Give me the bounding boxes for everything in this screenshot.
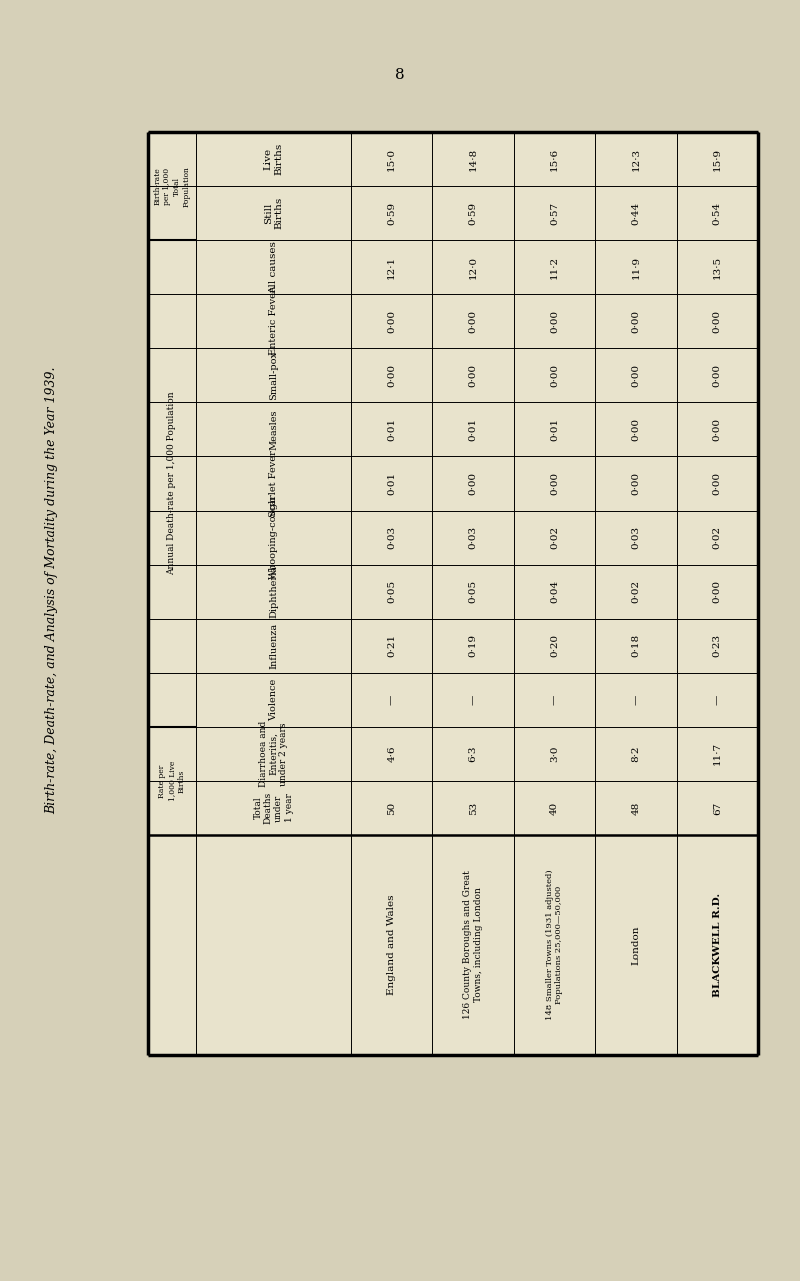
Text: 4·6: 4·6 xyxy=(387,746,396,762)
Text: 0·02: 0·02 xyxy=(713,526,722,550)
Text: 0·01: 0·01 xyxy=(387,471,396,494)
Text: 12·1: 12·1 xyxy=(387,256,396,279)
Text: 0·20: 0·20 xyxy=(550,634,559,657)
Text: Total
Deaths
under
1 year: Total Deaths under 1 year xyxy=(254,792,294,824)
Text: 40: 40 xyxy=(550,802,559,815)
Text: 0·00: 0·00 xyxy=(387,310,396,333)
Text: 0·00: 0·00 xyxy=(631,310,640,333)
Text: 15·6: 15·6 xyxy=(550,147,559,170)
Text: Live
Births: Live Births xyxy=(264,143,283,175)
Text: 0·00: 0·00 xyxy=(713,471,722,494)
Text: 8: 8 xyxy=(395,68,405,82)
Text: 0·01: 0·01 xyxy=(469,418,478,441)
Text: 0·01: 0·01 xyxy=(550,418,559,441)
Text: 0·00: 0·00 xyxy=(713,364,722,387)
Text: 67: 67 xyxy=(713,802,722,815)
Text: Violence: Violence xyxy=(269,679,278,721)
Text: —: — xyxy=(469,694,478,705)
Text: 0·23: 0·23 xyxy=(713,634,722,657)
Text: 0·57: 0·57 xyxy=(550,201,559,224)
Text: 0·18: 0·18 xyxy=(631,634,640,657)
Text: Diphtheria: Diphtheria xyxy=(269,565,278,619)
Text: 0·00: 0·00 xyxy=(631,364,640,387)
Text: 48: 48 xyxy=(631,802,640,815)
Text: BLACKWELL R.D.: BLACKWELL R.D. xyxy=(713,893,722,997)
Text: 11·2: 11·2 xyxy=(550,256,559,279)
Text: 0·03: 0·03 xyxy=(631,526,640,550)
Text: 12·0: 12·0 xyxy=(469,256,478,279)
Text: Annual Death-rate per 1,000 Population: Annual Death-rate per 1,000 Population xyxy=(167,392,177,575)
Text: 12·3: 12·3 xyxy=(631,147,640,170)
Text: 50: 50 xyxy=(387,802,396,815)
Text: 0·01: 0·01 xyxy=(387,418,396,441)
Text: 15·0: 15·0 xyxy=(387,147,396,170)
Text: Enteric Fever: Enteric Fever xyxy=(269,287,278,355)
Text: —: — xyxy=(631,694,640,705)
Bar xyxy=(148,132,758,1056)
Text: 0·02: 0·02 xyxy=(550,526,559,550)
Text: Still
Births: Still Births xyxy=(264,197,283,229)
Text: Measles: Measles xyxy=(269,409,278,450)
Text: 3·0: 3·0 xyxy=(550,746,559,762)
Text: 0·02: 0·02 xyxy=(631,580,640,603)
Text: 0·00: 0·00 xyxy=(469,310,478,333)
Text: 148 Smaller Towns (1931 adjusted)
Populations 25,000—50,000: 148 Smaller Towns (1931 adjusted) Popula… xyxy=(546,870,563,1020)
Text: 0·21: 0·21 xyxy=(387,634,396,657)
Text: 0·00: 0·00 xyxy=(631,471,640,494)
Text: 0·00: 0·00 xyxy=(713,310,722,333)
Text: 0·00: 0·00 xyxy=(469,364,478,387)
Text: 0·00: 0·00 xyxy=(713,418,722,441)
Text: 0·00: 0·00 xyxy=(550,310,559,333)
Text: 0·03: 0·03 xyxy=(469,526,478,550)
Text: England and Wales: England and Wales xyxy=(387,894,396,995)
Text: 15·9: 15·9 xyxy=(713,147,722,170)
Text: All causes: All causes xyxy=(269,241,278,293)
Text: 0·04: 0·04 xyxy=(550,580,559,603)
Text: 0·03: 0·03 xyxy=(387,526,396,550)
Text: Birth-rate, Death-rate, and Analysis of Mortality during the Year 1939.: Birth-rate, Death-rate, and Analysis of … xyxy=(46,366,58,813)
Text: Rate per
1,000 Live
Births: Rate per 1,000 Live Births xyxy=(158,761,186,801)
Text: 6·3: 6·3 xyxy=(469,746,478,762)
Text: Whooping-cough: Whooping-cough xyxy=(269,496,278,579)
Text: —: — xyxy=(550,694,559,705)
Text: 0·00: 0·00 xyxy=(387,364,396,387)
Text: London: London xyxy=(631,925,640,965)
Text: 11·9: 11·9 xyxy=(631,256,640,279)
Text: Scarlet Fever: Scarlet Fever xyxy=(269,450,278,516)
Text: Influenza: Influenza xyxy=(269,623,278,669)
Text: 126 County Boroughs and Great
Towns, including London: 126 County Boroughs and Great Towns, inc… xyxy=(463,871,483,1020)
Text: 8·2: 8·2 xyxy=(631,746,640,762)
Text: 0·00: 0·00 xyxy=(713,580,722,603)
Text: 13·5: 13·5 xyxy=(713,256,722,279)
Text: 0·00: 0·00 xyxy=(550,364,559,387)
Text: 0·59: 0·59 xyxy=(469,201,478,224)
Text: Birth-rate
per 1,000
Total
Population: Birth-rate per 1,000 Total Population xyxy=(154,165,190,206)
Text: 0·44: 0·44 xyxy=(631,201,640,224)
Text: 11·7: 11·7 xyxy=(713,742,722,766)
Text: Small-pox: Small-pox xyxy=(269,351,278,400)
Text: 0·00: 0·00 xyxy=(631,418,640,441)
Text: Diarrhoea and
Enteritis,
under 2 years: Diarrhoea and Enteritis, under 2 years xyxy=(258,721,288,787)
Text: 0·05: 0·05 xyxy=(469,580,478,603)
Text: 0·00: 0·00 xyxy=(550,471,559,494)
Text: 0·59: 0·59 xyxy=(387,201,396,224)
Text: 53: 53 xyxy=(469,802,478,815)
Text: —: — xyxy=(387,694,396,705)
Text: 0·54: 0·54 xyxy=(713,201,722,224)
Text: 0·00: 0·00 xyxy=(469,471,478,494)
Text: —: — xyxy=(713,694,722,705)
Text: 0·05: 0·05 xyxy=(387,580,396,603)
Text: 14·8: 14·8 xyxy=(469,147,478,170)
Text: 0·19: 0·19 xyxy=(469,634,478,657)
